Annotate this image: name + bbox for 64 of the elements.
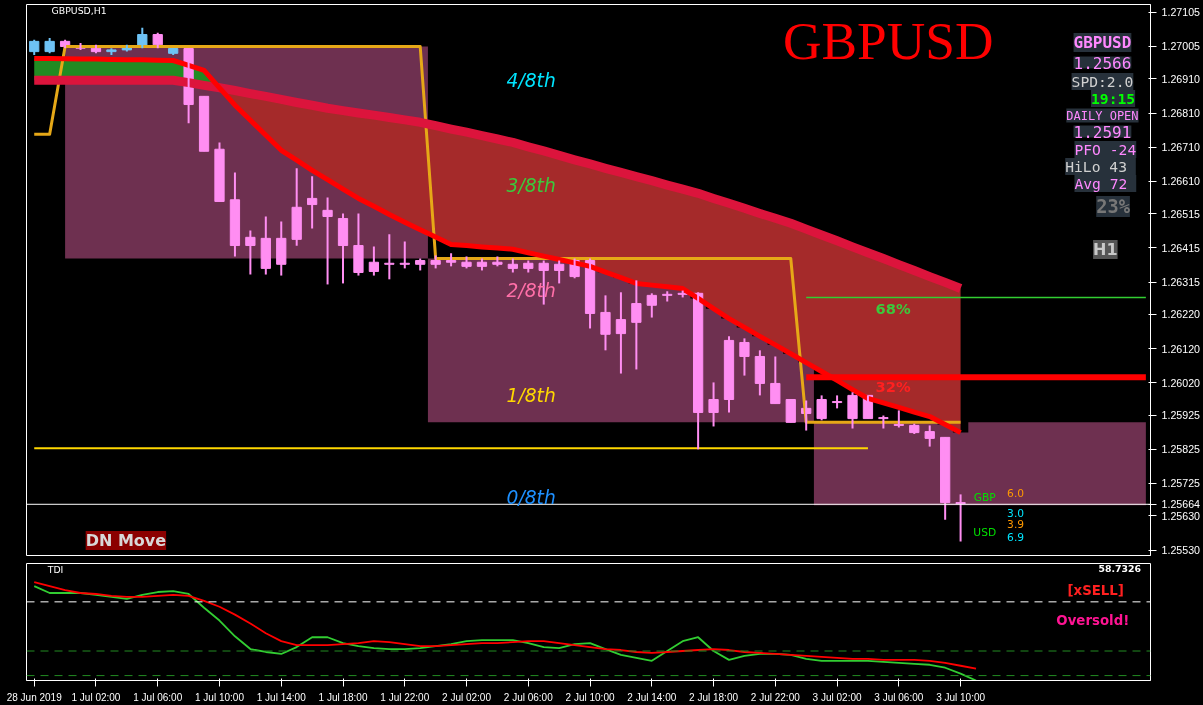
y-tick-label: 1.27005: [1161, 40, 1201, 53]
y-tick-label: 1.26910: [1161, 72, 1201, 85]
chart-title: TDI: [46, 563, 64, 575]
y-tick-label: 1.25725: [1161, 477, 1201, 490]
annotation: 6.0: [1007, 486, 1025, 500]
y-tick-label: 1.26315: [1161, 276, 1201, 289]
y-tick-label: 1.26710: [1161, 141, 1201, 154]
annotation: 32%: [875, 378, 911, 395]
annotation: SPD:2.0: [1071, 73, 1134, 90]
text: 58.7326: [1098, 562, 1142, 574]
category-label: 2 Jul 18:00: [689, 691, 739, 703]
annotation: 3.0: [1007, 506, 1025, 520]
y-tick-label: 1.26810: [1161, 107, 1201, 120]
y-tick-label: 1.25925: [1161, 409, 1201, 422]
y-tick-label: 1.27105: [1161, 6, 1201, 19]
category-label: 2 Jul 06:00: [503, 691, 553, 703]
annotation: PFO -24: [1074, 141, 1137, 158]
y-tick-label: 1.25630: [1161, 509, 1201, 522]
category-label: 1 Jul 14:00: [256, 691, 306, 703]
annotation: USD: [973, 526, 997, 539]
annotation: HiLo 43: [1065, 158, 1127, 175]
category-label: 2 Jul 14:00: [627, 691, 677, 703]
category-label: 3 Jul 06:00: [874, 691, 924, 703]
annotation: 1.2566: [1073, 53, 1132, 73]
annotation: GBP: [973, 491, 997, 504]
y-tick-label: 1.26515: [1161, 207, 1201, 220]
annotation: 23%: [1096, 196, 1131, 217]
y-tick-label: 1.25530: [1161, 544, 1201, 557]
annotation: 3.9: [1007, 517, 1025, 531]
y-tick-label: 1.25664: [1161, 498, 1201, 511]
chart-title: GBPUSD: [783, 10, 994, 71]
annotation: DAILY OPEN: [1066, 108, 1139, 123]
annotation: 3/8th: [506, 175, 556, 196]
annotation: 4/8th: [506, 70, 556, 91]
annotation: 68%: [875, 300, 911, 317]
annotation: Oversold!: [1056, 612, 1130, 628]
category-label: 1 Jul 22:00: [380, 691, 430, 703]
annotation: H1: [1093, 240, 1118, 259]
annotation: Avg 72: [1074, 175, 1128, 192]
y-tick-label: 1.26220: [1161, 308, 1201, 321]
y-tick-label: 1.26020: [1161, 376, 1201, 389]
y-tick-label: 1.26610: [1161, 175, 1201, 188]
category-label: 2 Jul 10:00: [565, 691, 615, 703]
category-label: 1 Jul 02:00: [71, 691, 121, 703]
category-label: 28 Jun 2019: [6, 691, 62, 703]
annotation: 0/8th: [506, 487, 556, 508]
y-tick-label: 1.25825: [1161, 443, 1201, 456]
annotation: [xSELL]: [1067, 583, 1124, 599]
category-label: 1 Jul 10:00: [195, 691, 244, 703]
annotation: DN Move: [85, 531, 167, 550]
category-label: 1 Jul 06:00: [133, 691, 183, 703]
y-tick-label: 1.26120: [1161, 342, 1201, 355]
annotation: GBPUSD: [1073, 33, 1132, 52]
category-label: 1 Jul 18:00: [318, 691, 368, 703]
annotation: 1/8th: [506, 385, 556, 406]
annotation: 1.2591: [1073, 122, 1132, 142]
category-label: 3 Jul 02:00: [812, 691, 862, 703]
chart-subtitle: GBPUSD,H1: [51, 5, 107, 16]
annotation: 6.9: [1007, 530, 1025, 544]
category-label: 3 Jul 10:00: [936, 691, 986, 703]
category-label: 2 Jul 02:00: [442, 691, 491, 703]
category-label: 2 Jul 22:00: [750, 691, 800, 703]
y-tick-label: 1.26415: [1161, 241, 1201, 254]
annotation: 19:15: [1091, 90, 1136, 107]
